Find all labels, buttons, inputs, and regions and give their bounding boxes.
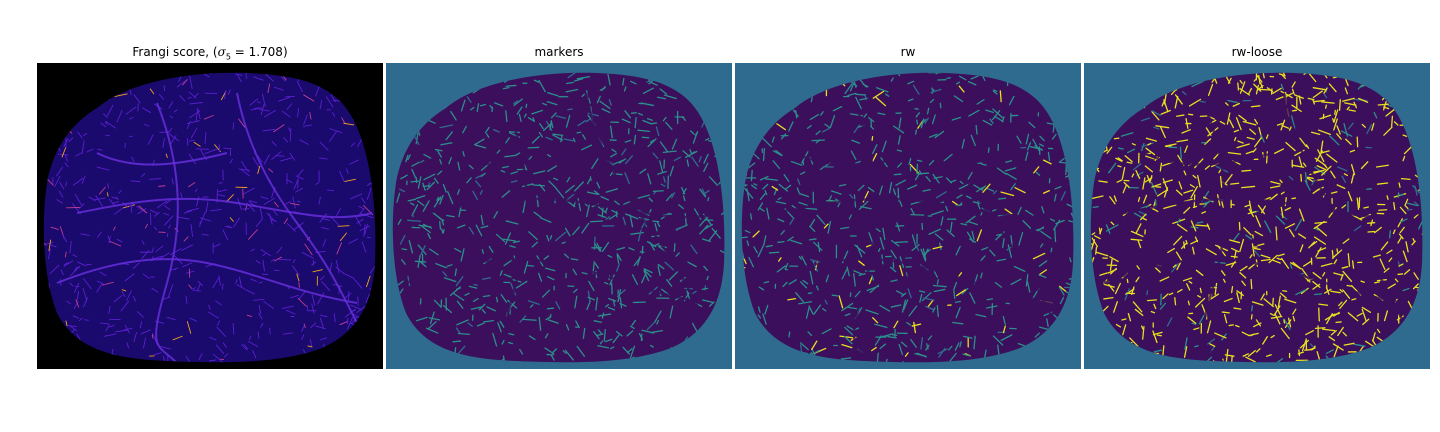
panel-title-markers: markers bbox=[534, 45, 584, 59]
tissue-region bbox=[741, 72, 1074, 363]
panel-title-rw: rw bbox=[900, 45, 916, 59]
panel-title-rw-loose: rw-loose bbox=[1231, 45, 1283, 59]
rw-loose-image bbox=[1084, 63, 1430, 369]
markers-image bbox=[386, 63, 732, 369]
panel-title-frangi: Frangi score, (σ5 = 1.708) bbox=[132, 45, 288, 62]
frangi-score-image bbox=[37, 63, 383, 369]
rw-image bbox=[735, 63, 1081, 369]
tissue-region bbox=[43, 72, 376, 363]
